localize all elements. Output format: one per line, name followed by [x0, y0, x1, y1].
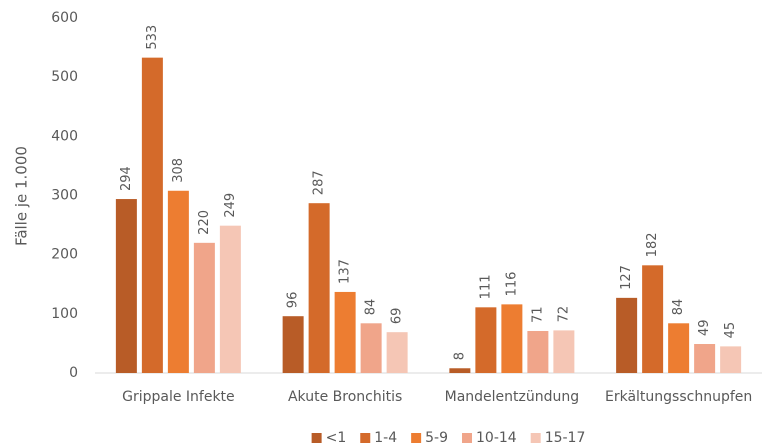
x-tick-label: Mandelentzündung	[445, 389, 580, 405]
value-label: 249	[223, 193, 238, 218]
legend-swatch	[462, 433, 473, 443]
bar	[720, 346, 742, 373]
value-label: 287	[312, 170, 327, 195]
x-tick-label: Erkältungsschnupfen	[605, 389, 752, 405]
x-tick-label: Grippale Infekte	[122, 389, 235, 405]
bar	[386, 332, 408, 373]
legend-swatch	[411, 433, 422, 443]
legend-label: 15-17	[545, 430, 586, 446]
bar	[553, 330, 575, 373]
bar	[449, 368, 471, 373]
bar	[282, 316, 304, 373]
bar	[141, 57, 163, 374]
legend-swatch	[311, 433, 322, 443]
value-label: 96	[286, 292, 301, 309]
legend-label: <1	[326, 430, 347, 446]
y-tick-label: 300	[51, 188, 78, 204]
value-label: 84	[671, 299, 686, 316]
bar	[642, 265, 664, 373]
value-label: 45	[723, 322, 738, 339]
bar	[360, 323, 382, 373]
value-label: 220	[197, 210, 212, 235]
legend-label: 1-4	[374, 430, 397, 446]
y-tick-label: 600	[51, 10, 78, 26]
bar	[115, 199, 137, 373]
bar	[668, 323, 690, 373]
bar	[219, 225, 241, 373]
value-label: 533	[145, 25, 160, 50]
value-label: 84	[364, 299, 379, 316]
y-tick-label: 500	[51, 69, 78, 85]
value-label: 137	[338, 259, 353, 284]
value-label: 294	[119, 166, 134, 191]
bar	[167, 190, 189, 373]
legend-label: 5-9	[425, 430, 448, 446]
bar	[527, 330, 549, 373]
bar	[694, 344, 716, 373]
bar	[616, 297, 638, 373]
value-label: 308	[171, 158, 186, 183]
bar	[308, 203, 330, 373]
value-label: 127	[619, 265, 634, 290]
legend-swatch	[360, 433, 371, 443]
legend-swatch	[530, 433, 541, 443]
value-label: 8	[452, 352, 467, 360]
y-tick-label: 0	[69, 365, 78, 381]
legend-label: 10-14	[476, 430, 517, 446]
bar	[334, 291, 356, 373]
value-label: 116	[504, 272, 519, 297]
value-label: 71	[530, 306, 545, 323]
value-label: 69	[390, 308, 405, 325]
value-label: 49	[697, 319, 712, 336]
bar	[193, 242, 215, 373]
x-tick-label: Akute Bronchitis	[288, 389, 402, 405]
bar	[501, 304, 523, 373]
value-label: 111	[478, 274, 493, 299]
y-axis-title: Fälle je 1.000	[13, 146, 31, 246]
y-tick-label: 400	[51, 128, 78, 144]
y-tick-label: 100	[51, 306, 78, 322]
bar	[475, 307, 497, 373]
y-tick-label: 200	[51, 247, 78, 263]
value-label: 182	[645, 232, 660, 257]
value-label: 72	[556, 306, 571, 323]
